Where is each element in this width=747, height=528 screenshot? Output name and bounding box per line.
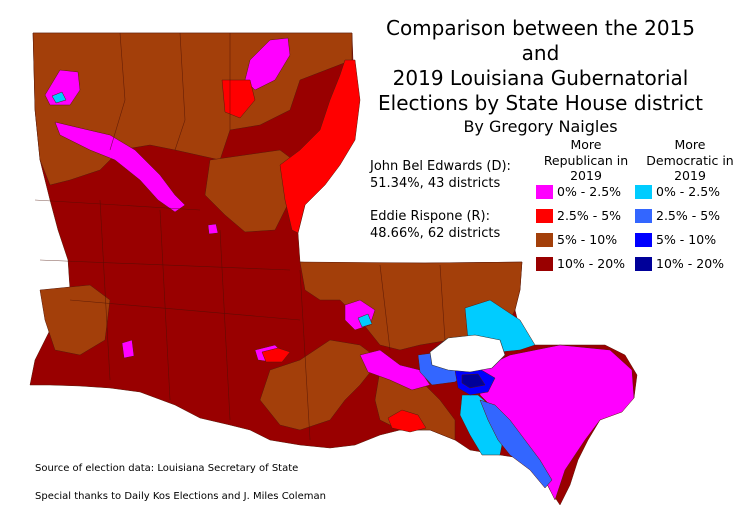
legend-swatch xyxy=(536,185,553,199)
legend-heading-democratic: More Democratic in 2019 xyxy=(635,137,745,184)
candidate-edwards: John Bel Edwards (D): 51.34%, 43 distric… xyxy=(370,158,511,192)
legend-swatch xyxy=(635,233,652,247)
candidate-rispone: Eddie Rispone (R): 48.66%, 62 districts xyxy=(370,208,500,242)
candidate-result: 51.34%, 43 districts xyxy=(370,176,501,191)
legend-heading-line: 2019 xyxy=(570,168,602,183)
legend-swatch xyxy=(536,257,553,271)
legend-swatch xyxy=(635,209,652,223)
district-region-navy-new-orleans xyxy=(461,373,486,389)
legend-item-rep-3: 10% - 20% xyxy=(536,255,625,273)
legend-label: 5% - 10% xyxy=(557,232,618,247)
legend-item-rep-0: 0% - 2.5% xyxy=(536,183,621,201)
district-region-red-baton-rouge xyxy=(261,347,291,363)
district-region-red-northeast xyxy=(279,59,361,234)
candidate-name: Eddie Rispone (R): xyxy=(370,209,491,224)
legend-swatch xyxy=(536,209,553,223)
legend-heading-republican: More Republican in 2019 xyxy=(531,137,641,184)
legend-swatch xyxy=(635,257,652,271)
legend-heading-line: 2019 xyxy=(674,168,706,183)
legend-label: 0% - 2.5% xyxy=(557,184,622,199)
legend-heading-line: More xyxy=(674,137,706,152)
legend-item-dem-1: 2.5% - 5% xyxy=(635,207,720,225)
legend-label: 2.5% - 5% xyxy=(656,208,721,223)
district-boundaries xyxy=(34,32,446,441)
legend-label: 2.5% - 5% xyxy=(557,208,622,223)
legend-item-rep-2: 5% - 10% xyxy=(536,231,617,249)
district-region-red-houma xyxy=(387,409,427,433)
lake-pontchartrain xyxy=(429,334,506,373)
legend-swatch xyxy=(536,233,553,247)
district-region-brown-florida-parishes xyxy=(299,261,523,351)
district-region-brown-central xyxy=(204,149,301,233)
candidate-result: 48.66%, 62 districts xyxy=(370,226,501,241)
legend-swatch xyxy=(635,185,652,199)
district-region-magenta-river xyxy=(359,349,431,391)
legend-label: 10% - 20% xyxy=(656,256,725,271)
district-region-blue-plaquemines xyxy=(479,399,553,489)
legend-item-dem-3: 10% - 20% xyxy=(635,255,724,273)
title-line-2: 2019 Louisiana Gubernatorial xyxy=(392,66,689,90)
legend-label: 0% - 2.5% xyxy=(656,184,721,199)
candidate-name: John Bel Edwards (D): xyxy=(370,159,511,174)
legend-heading-line: More xyxy=(570,137,602,152)
legend-heading-line: Democratic in xyxy=(646,152,734,168)
footnote-thanks: Special thanks to Daily Kos Elections an… xyxy=(35,491,326,502)
legend-label: 5% - 10% xyxy=(656,232,717,247)
district-region-cyan-baton-rouge xyxy=(357,313,373,328)
district-region-magenta-central xyxy=(207,223,219,235)
title-line-1: Comparison between the 2015 and xyxy=(385,16,696,65)
footnote-source: Source of election data: Louisiana Secre… xyxy=(35,463,299,474)
district-region-brown-west xyxy=(39,284,111,356)
title-line-3: Elections by State House district xyxy=(378,91,703,115)
district-region-magenta-west xyxy=(121,339,135,359)
legend-item-dem-2: 5% - 10% xyxy=(635,231,716,249)
legend-item-dem-0: 0% - 2.5% xyxy=(635,183,720,201)
legend-item-rep-1: 2.5% - 5% xyxy=(536,207,621,225)
title-byline: By Gregory Naigles xyxy=(463,117,618,136)
map-title: Comparison between the 2015 and 2019 Lou… xyxy=(368,16,713,138)
district-region-cyan-northwest xyxy=(51,91,67,104)
legend-label: 10% - 20% xyxy=(557,256,626,271)
legend-heading-line: Republican in xyxy=(543,152,629,168)
